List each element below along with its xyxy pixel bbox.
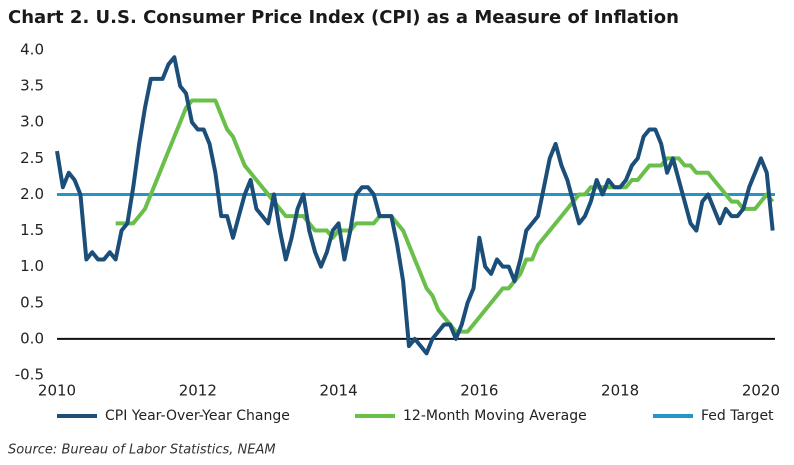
chart-title: Chart 2. U.S. Consumer Price Index (CPI)… [8, 7, 679, 28]
y-tick-label: 1.0 [20, 257, 44, 275]
y-tick-label: 2.0 [20, 185, 44, 203]
source-note: Source: Bureau of Labor Statistics, NEAM [8, 443, 276, 458]
x-tick-label: 2016 [460, 382, 498, 400]
y-tick-label: 0.5 [20, 293, 44, 311]
series-line [115, 98, 775, 334]
legend-label: 12-Month Moving Average [403, 408, 587, 424]
series-line [55, 55, 775, 356]
y-tick-label: 3.0 [20, 113, 44, 131]
legend-label: CPI Year-Over-Year Change [105, 408, 290, 424]
x-tick-label: 2020 [742, 382, 780, 400]
x-tick-label: 2018 [601, 382, 639, 400]
x-tick-label: 2010 [38, 382, 76, 400]
y-tick-label: 4.0 [20, 41, 44, 59]
x-tick-label: 2014 [319, 382, 357, 400]
legend-label: Fed Target [701, 408, 774, 424]
x-tick-label: 2012 [179, 382, 217, 400]
y-tick-label: 3.5 [20, 77, 44, 95]
y-tick-label: -0.5 [15, 366, 44, 384]
y-tick-label: 2.5 [20, 149, 44, 167]
y-tick-label: 1.5 [20, 221, 44, 239]
y-tick-label: 0.0 [20, 329, 44, 347]
